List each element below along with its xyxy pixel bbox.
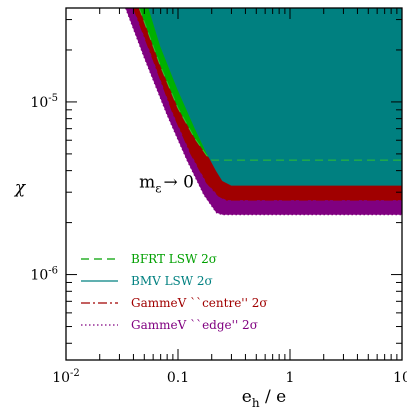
x-axis-title: eh / e bbox=[242, 387, 286, 410]
legend-label-0: BFRT LSW 2σ bbox=[131, 252, 217, 266]
y-axis-title: χ bbox=[14, 178, 27, 198]
plot-frame bbox=[65, 7, 403, 361]
x-tick-label-3: 10 bbox=[393, 370, 407, 386]
boundary-2 bbox=[138, 8, 402, 161]
x-tick-label-0: 10-2 bbox=[52, 368, 80, 386]
x-tick-label-2: 1 bbox=[286, 370, 295, 386]
region-boundaries bbox=[125, 8, 402, 216]
legend-label-2: GammeV ``centre'' 2σ bbox=[131, 296, 268, 310]
annotation-rest: → 0 bbox=[164, 172, 194, 192]
mass-annotation: mε → 0 bbox=[139, 172, 194, 195]
legend: BFRT LSW 2σ BMV LSW 2σ GammeV ``centre'' 2… bbox=[81, 252, 268, 332]
boundary-3 bbox=[148, 8, 402, 186]
y-tick-label-0: 10-5 bbox=[30, 93, 58, 111]
axis-ticks bbox=[65, 8, 403, 360]
y-tick-label-1: 10-6 bbox=[30, 266, 58, 284]
x-axis-title-sub: h bbox=[252, 396, 260, 410]
x-axis-title-rest: / e bbox=[260, 387, 287, 407]
legend-label-1: BMV LSW 2σ bbox=[131, 274, 213, 288]
x-axis-title-base: e bbox=[242, 387, 252, 407]
annotation-sub: ε bbox=[155, 181, 161, 195]
exclusion-regions bbox=[125, 8, 402, 215]
region-3 bbox=[148, 8, 402, 186]
annotation-base: m bbox=[139, 172, 155, 192]
boundary-1 bbox=[132, 8, 402, 201]
legend-label-3: GammeV ``edge'' 2σ bbox=[131, 318, 258, 332]
boundary-0 bbox=[125, 8, 402, 216]
axis-tick-labels: 10-2 0.1 1 10 10-5 10-6 bbox=[30, 93, 407, 386]
x-tick-label-1: 0.1 bbox=[167, 370, 189, 386]
